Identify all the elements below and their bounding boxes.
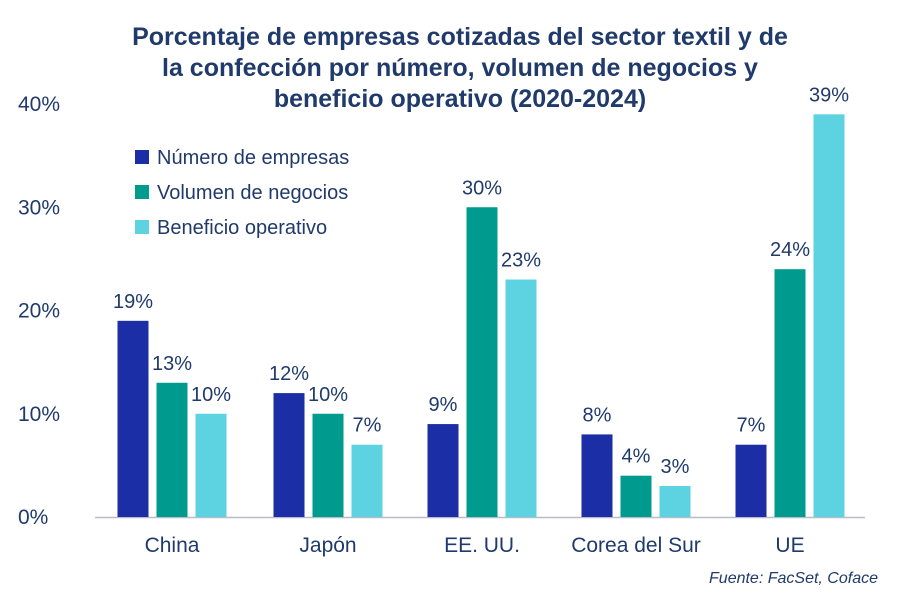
data-label-4-2: 39% [809, 84, 849, 106]
data-label-2-1: 30% [462, 177, 502, 199]
y-tick-label-4: 40% [18, 93, 60, 116]
data-label-3-1: 4% [622, 446, 651, 468]
source-note: Fuente: FacSet, Coface [709, 570, 878, 587]
data-label-2-0: 9% [429, 394, 458, 416]
bar-2-1 [466, 207, 498, 517]
x-tick-label-1: Japón [299, 534, 356, 557]
bar-4-0 [735, 444, 767, 517]
legend-swatch-0 [135, 150, 149, 164]
data-label-1-0: 12% [269, 363, 309, 385]
x-tick-label-4: UE [775, 534, 804, 557]
y-tick-label-3: 30% [18, 196, 60, 219]
bar-0-2 [195, 413, 227, 517]
data-label-2-2: 23% [501, 250, 541, 272]
bar-1-0 [273, 393, 305, 517]
y-tick-label-0: 0% [18, 506, 48, 529]
data-label-3-0: 8% [583, 404, 612, 426]
legend-swatch-2 [135, 220, 149, 234]
bar-3-0 [581, 434, 613, 517]
bar-1-1 [312, 413, 344, 517]
chart-title: Porcentaje de empresas cotizadas del sec… [60, 22, 860, 115]
bar-0-0 [117, 320, 149, 517]
chart-title-line-3: beneficio operativo (2020-2024) [273, 85, 647, 113]
data-label-3-2: 3% [661, 456, 690, 478]
data-label-0-1: 13% [152, 353, 192, 375]
bar-2-0 [427, 424, 459, 517]
x-tick-label-0: China [145, 534, 200, 557]
legend-swatch-1 [135, 185, 149, 199]
bar-3-1 [620, 475, 652, 517]
chart-title-line-2: la confección por número, volumen de neg… [162, 54, 758, 82]
x-tick-label-3: Corea del Sur [571, 534, 701, 557]
bar-3-2 [659, 486, 691, 517]
data-label-0-2: 10% [191, 384, 231, 406]
data-label-4-0: 7% [737, 415, 766, 437]
y-tick-label-2: 20% [18, 300, 60, 323]
data-label-4-1: 24% [770, 239, 810, 261]
data-label-0-0: 19% [113, 291, 153, 313]
x-tick-label-2: EE. UU. [444, 534, 520, 557]
chart-title-line-1: Porcentaje de empresas cotizadas del sec… [132, 23, 788, 51]
bar-0-1 [156, 382, 188, 517]
legend-label-2: Beneficio operativo [157, 217, 327, 239]
legend-label-1: Volumen de negocios [157, 182, 348, 204]
legend-label-0: Número de empresas [157, 147, 349, 169]
bar-1-2 [351, 444, 383, 517]
data-label-1-1: 10% [308, 384, 348, 406]
bar-4-1 [774, 269, 806, 517]
bar-4-2 [813, 114, 845, 517]
y-tick-label-1: 10% [18, 403, 60, 426]
bar-2-2 [505, 279, 537, 517]
data-label-1-2: 7% [353, 415, 382, 437]
